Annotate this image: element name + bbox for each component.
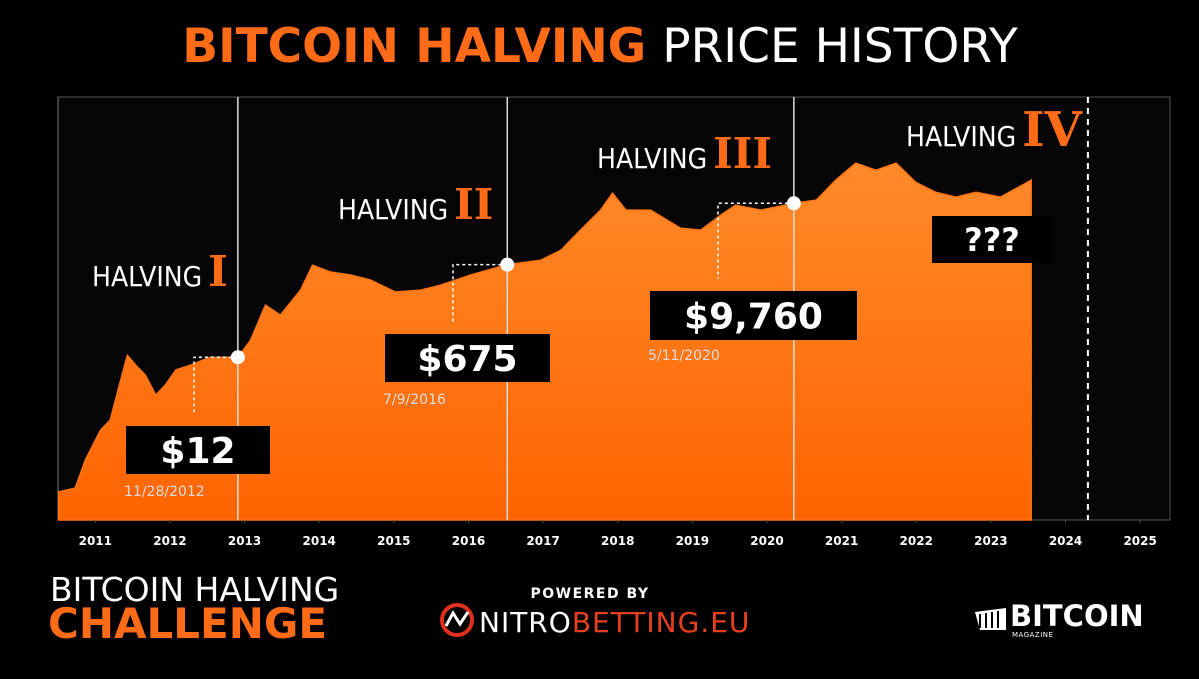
connector [452, 263, 508, 322]
halving-name: HALVING [597, 142, 707, 175]
price-label: $12 [160, 431, 235, 472]
halving-numeral: II [454, 180, 493, 229]
x-tick-label: 2025 [1123, 534, 1156, 548]
x-tick-label: 2017 [526, 534, 559, 548]
x-tick-label: 2019 [676, 534, 709, 548]
x-tick-label: 2013 [228, 534, 261, 548]
halving-date: 11/28/2012 [124, 484, 205, 500]
halving-name: HALVING [906, 120, 1016, 153]
halving-date: 5/11/2020 [648, 348, 720, 364]
x-tick-label: 2015 [377, 534, 410, 548]
halving-name: HALVING [92, 260, 202, 293]
x-tick-label: 2018 [601, 534, 634, 548]
challenge-line1: BITCOIN HALVING [50, 570, 339, 609]
sponsor-part1: NITRO [479, 606, 572, 639]
powered-by: POWERED BY [530, 586, 649, 602]
x-tick-label: 2014 [303, 534, 336, 548]
halving-label: HALVING II [338, 180, 493, 229]
brand-sub: MAGAZINE [1012, 631, 1053, 639]
sponsor-logo [440, 603, 474, 637]
price-label: ??? [964, 221, 1020, 259]
halving-label: HALVING III [597, 129, 772, 178]
halving-label: HALVING IV [906, 102, 1083, 158]
plot: 2011 2012 2013 2014 2015 2016 2017 2018 2019 2020… [57, 96, 1171, 548]
x-tick-label: 2023 [974, 534, 1007, 548]
price-box [126, 426, 270, 474]
x-tick-label: 2011 [79, 534, 112, 548]
chart-title: BITCOIN HALVING PRICE HISTORY [182, 19, 1018, 74]
x-tick-label: 2016 [452, 534, 485, 548]
x-tick-label: 2024 [1049, 534, 1082, 548]
halving-point [230, 350, 245, 365]
halving-date: 7/9/2016 [383, 392, 446, 408]
halving-numeral: I [208, 247, 228, 296]
price-box [932, 216, 1052, 263]
halving-label: HALVING I [92, 247, 228, 296]
connector [193, 356, 238, 414]
title-bold: BITCOIN HALVING [182, 19, 646, 74]
challenge-line2: CHALLENGE [48, 599, 327, 648]
price-box [385, 334, 550, 382]
title-rest: PRICE HISTORY [662, 19, 1018, 74]
sponsor-part2: BETTING.EU [572, 606, 751, 639]
halving-numeral: III [713, 129, 772, 178]
halving-name: HALVING [338, 193, 448, 226]
brand-name: BITCOIN [1010, 599, 1144, 633]
price-label: $9,760 [684, 296, 823, 337]
x-tick-label: 2022 [900, 534, 933, 548]
price-box [650, 291, 857, 340]
connector [717, 202, 794, 279]
halving-numeral: IV [1022, 102, 1082, 158]
x-tick-label: 2012 [153, 534, 186, 548]
price-label: $675 [417, 339, 517, 380]
x-tick-label: 2020 [750, 534, 783, 548]
sponsor-name: NITROBETTING.EU [479, 606, 750, 639]
halving-point [786, 196, 801, 211]
halving-point [500, 257, 515, 272]
brand-logo [975, 608, 1006, 630]
x-tick-label: 2021 [825, 534, 858, 548]
